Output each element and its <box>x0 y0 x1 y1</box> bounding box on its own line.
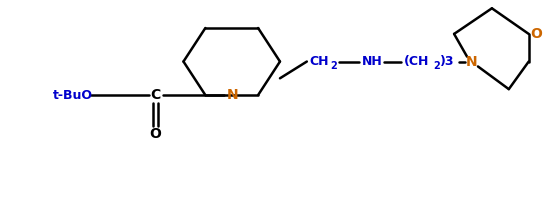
Text: )3: )3 <box>440 55 455 68</box>
Text: N: N <box>226 88 238 102</box>
Text: NH: NH <box>361 55 382 68</box>
Text: O: O <box>531 27 543 41</box>
Text: (CH: (CH <box>404 55 430 68</box>
Text: 2: 2 <box>433 61 440 71</box>
Text: t-BuO: t-BuO <box>53 89 93 101</box>
Text: 2: 2 <box>331 61 337 71</box>
Text: C: C <box>150 88 161 102</box>
Text: N: N <box>466 55 478 68</box>
Text: O: O <box>150 127 161 140</box>
Text: CH: CH <box>310 55 329 68</box>
